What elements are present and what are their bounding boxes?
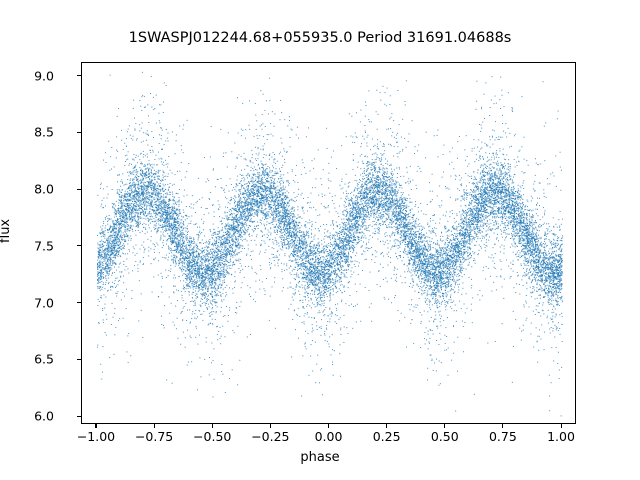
- y-tick-label: 7.0: [34, 295, 54, 311]
- y-tick-mark: [77, 245, 81, 247]
- x-tick-label: −0.50: [193, 429, 232, 444]
- x-tick-label: −1.00: [76, 429, 116, 444]
- y-tick-mark: [77, 75, 81, 77]
- x-tick-mark: [269, 424, 271, 428]
- y-tick-mark: [77, 131, 81, 133]
- x-tick-label: 0.25: [372, 429, 401, 444]
- y-tick-mark: [77, 302, 81, 304]
- x-axis-label: phase: [300, 450, 340, 465]
- x-tick-label: 0.50: [430, 429, 459, 444]
- x-tick-mark: [153, 424, 155, 428]
- x-tick-mark: [386, 424, 388, 428]
- x-tick-mark: [211, 424, 213, 428]
- scatter-plot-points: [82, 63, 575, 423]
- y-tick-label: 6.5: [34, 351, 54, 367]
- x-tick-label: −0.25: [251, 429, 290, 444]
- chart-title: 1SWASPJ012244.68+055935.0 Period 31691.0…: [128, 30, 512, 46]
- x-tick-mark: [328, 424, 330, 428]
- x-tick-mark: [95, 424, 97, 428]
- y-tick-label: 8.5: [34, 124, 54, 140]
- x-tick-mark: [502, 424, 504, 428]
- y-tick-label: 6.0: [34, 408, 54, 424]
- y-tick-label: 9.0: [34, 68, 54, 84]
- y-tick-mark: [77, 415, 81, 417]
- x-tick-mark: [444, 424, 446, 428]
- plot-axes: [81, 62, 576, 424]
- x-tick-label: 0.75: [488, 429, 517, 444]
- y-tick-mark: [77, 358, 81, 360]
- y-tick-label: 7.5: [34, 238, 54, 254]
- y-tick-label: 8.0: [34, 181, 54, 197]
- x-tick-label: −0.75: [134, 429, 174, 444]
- x-tick-label: 1.00: [547, 429, 575, 444]
- x-tick-label: 0.00: [314, 429, 343, 444]
- y-tick-mark: [77, 188, 81, 190]
- x-tick-mark: [560, 424, 562, 428]
